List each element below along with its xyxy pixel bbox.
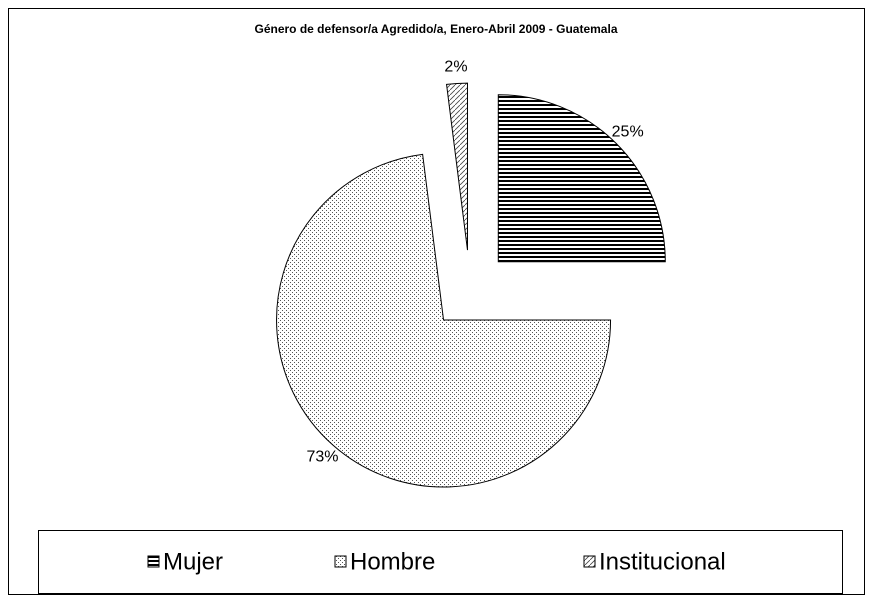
data-label: 73%	[307, 448, 339, 465]
data-label: 2%	[444, 59, 467, 76]
legend-label: Mujer	[163, 548, 223, 575]
legend-swatch	[583, 555, 596, 568]
data-label: 25%	[612, 124, 644, 141]
pie-slice	[276, 153, 612, 488]
legend-swatch	[334, 555, 347, 568]
pie-slice	[445, 82, 468, 251]
pie-slice	[497, 94, 666, 263]
legend-label: Institucional	[599, 548, 726, 575]
legend-box	[38, 530, 843, 594]
legend-swatch	[147, 555, 160, 568]
chart-title: Género de defensor/a Agredido/a, Enero-A…	[255, 22, 618, 36]
legend-label: Hombre	[350, 548, 435, 575]
